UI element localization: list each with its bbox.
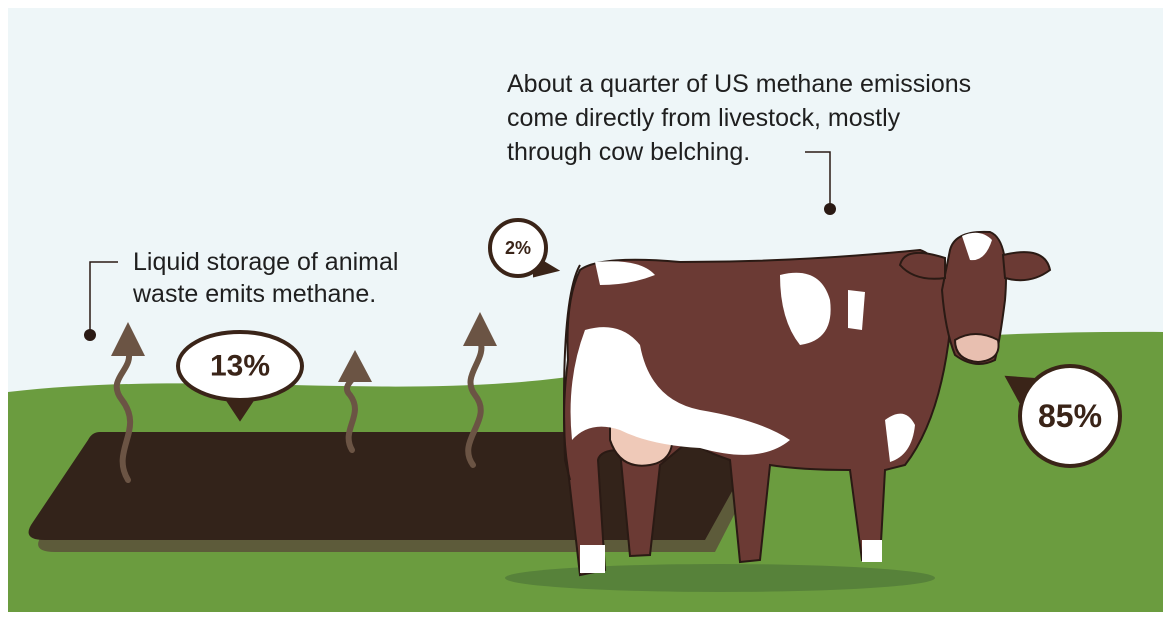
note-line: About a quarter of US methane emissions	[507, 70, 971, 98]
hoof	[862, 540, 882, 562]
badge-label: 13%	[210, 350, 270, 383]
cow-shadow	[505, 564, 935, 592]
note-line: waste emits methane.	[132, 280, 376, 308]
badge-label: 85%	[1038, 398, 1102, 434]
infographic: About a quarter of US methane emissions …	[0, 0, 1171, 620]
badge-label: 2%	[505, 238, 531, 258]
note-line: through cow belching.	[507, 138, 750, 166]
hoof	[580, 545, 605, 573]
callout-dot	[824, 203, 836, 215]
note-line: come directly from livestock, mostly	[507, 104, 901, 132]
page: {"livestock_note": {"lines": ["About a q…	[0, 0, 1171, 620]
note-line: Liquid storage of animal	[133, 248, 398, 276]
patch	[848, 290, 865, 330]
callout-dot	[84, 329, 96, 341]
